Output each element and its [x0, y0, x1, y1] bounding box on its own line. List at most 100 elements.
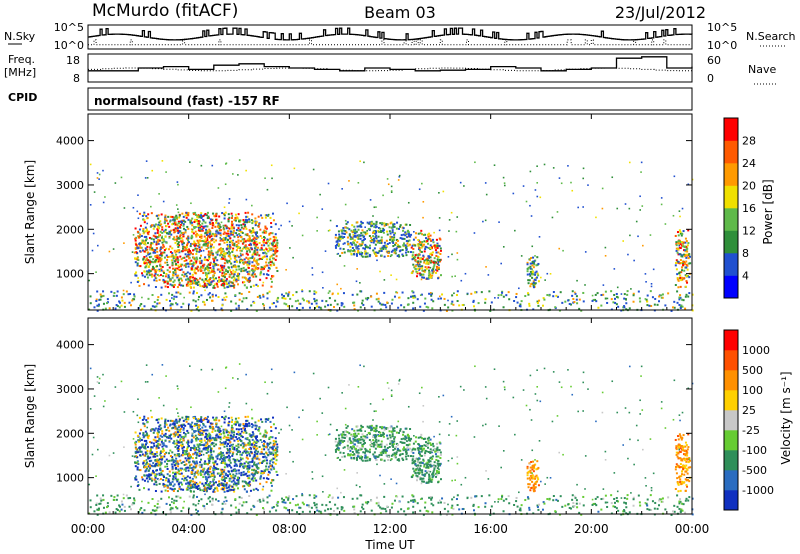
radar-echo — [214, 283, 217, 286]
radar-echo — [256, 248, 259, 251]
radar-echo — [195, 448, 198, 451]
radar-echo — [170, 433, 173, 436]
radar-echo — [375, 292, 378, 295]
radar-echo — [209, 435, 212, 438]
radar-echo — [209, 271, 212, 274]
radar-echo — [246, 286, 249, 289]
radar-echo — [201, 433, 204, 436]
radar-echo — [193, 243, 196, 246]
radar-echo — [142, 229, 145, 232]
radar-echo — [272, 439, 275, 442]
radar-echo — [218, 270, 221, 273]
radar-echo — [206, 484, 209, 487]
radar-echo — [193, 445, 196, 448]
radar-echo — [237, 255, 240, 258]
radar-echo — [255, 275, 258, 278]
radar-echo — [259, 228, 262, 231]
radar-echo — [408, 243, 411, 246]
radar-echo — [229, 473, 232, 476]
radar-echo — [146, 421, 149, 424]
radar-echo — [235, 229, 238, 232]
radar-echo — [156, 214, 159, 217]
radar-echo — [610, 298, 613, 301]
radar-echo — [215, 234, 218, 237]
radar-echo — [245, 256, 248, 259]
radar-echo — [378, 230, 381, 233]
radar-echo — [197, 448, 200, 451]
radar-echo — [193, 277, 196, 280]
radar-echo — [404, 251, 407, 254]
radar-echo — [215, 239, 218, 242]
radar-echo — [401, 248, 404, 251]
radar-echo — [253, 445, 256, 448]
radar-echo — [200, 441, 203, 444]
radar-echo — [211, 441, 214, 444]
radar-echo — [212, 478, 215, 481]
radar-echo — [240, 292, 243, 295]
radar-echo — [214, 438, 217, 441]
radar-echo — [241, 485, 244, 488]
radar-echo — [525, 200, 528, 203]
radar-echo — [163, 484, 166, 487]
radar-echo — [146, 452, 149, 455]
radar-echo — [212, 260, 215, 263]
radar-echo — [237, 304, 240, 307]
radar-echo — [371, 224, 374, 227]
radar-echo — [205, 447, 208, 450]
radar-echo — [271, 447, 274, 450]
radar-echo — [227, 285, 230, 288]
radar-echo — [429, 238, 432, 241]
radar-echo — [355, 252, 358, 255]
radar-echo — [421, 258, 424, 261]
radar-echo — [261, 268, 264, 271]
radar-echo — [154, 464, 157, 467]
radar-echo — [276, 450, 279, 453]
radar-echo — [406, 236, 409, 239]
radar-echo — [357, 181, 360, 184]
freq-tick-bottom: 8 — [73, 72, 80, 85]
radar-echo — [196, 462, 199, 465]
radar-echo — [175, 478, 178, 481]
radar-echo — [192, 468, 195, 471]
radar-echo — [439, 297, 442, 300]
radar-echo — [178, 266, 181, 269]
radar-echo — [377, 241, 380, 244]
radar-echo — [430, 239, 433, 242]
radar-echo — [183, 249, 186, 252]
radar-echo — [169, 307, 172, 310]
radar-echo — [218, 419, 221, 422]
radar-echo — [266, 238, 269, 241]
radar-echo — [227, 438, 230, 441]
radar-echo — [159, 224, 162, 227]
radar-echo — [146, 436, 149, 439]
radar-echo — [248, 439, 251, 442]
radar-echo — [222, 451, 225, 454]
radar-echo — [220, 442, 223, 445]
radar-echo — [602, 284, 605, 286]
radar-echo — [403, 237, 406, 240]
radar-echo — [334, 299, 337, 302]
radar-echo — [390, 274, 392, 276]
radar-echo — [269, 277, 272, 280]
radar-echo — [234, 219, 237, 222]
radar-echo — [159, 265, 162, 268]
radar-echo — [199, 248, 202, 251]
radar-echo — [512, 192, 515, 195]
radar-echo — [143, 454, 146, 457]
radar-echo — [582, 206, 584, 208]
radar-echo — [214, 429, 217, 432]
radar-echo — [185, 420, 188, 423]
radar-echo — [673, 306, 676, 309]
radar-echo — [278, 228, 280, 230]
radar-echo — [187, 265, 190, 268]
radar-echo — [347, 250, 350, 253]
radar-echo — [150, 248, 153, 251]
radar-echo — [360, 243, 363, 246]
radar-echo — [427, 242, 430, 245]
radar-echo — [205, 418, 208, 421]
radar-echo — [229, 237, 232, 240]
radar-echo — [246, 253, 249, 256]
radar-echo — [227, 417, 230, 420]
radar-echo — [177, 462, 180, 465]
radar-echo — [360, 222, 363, 225]
